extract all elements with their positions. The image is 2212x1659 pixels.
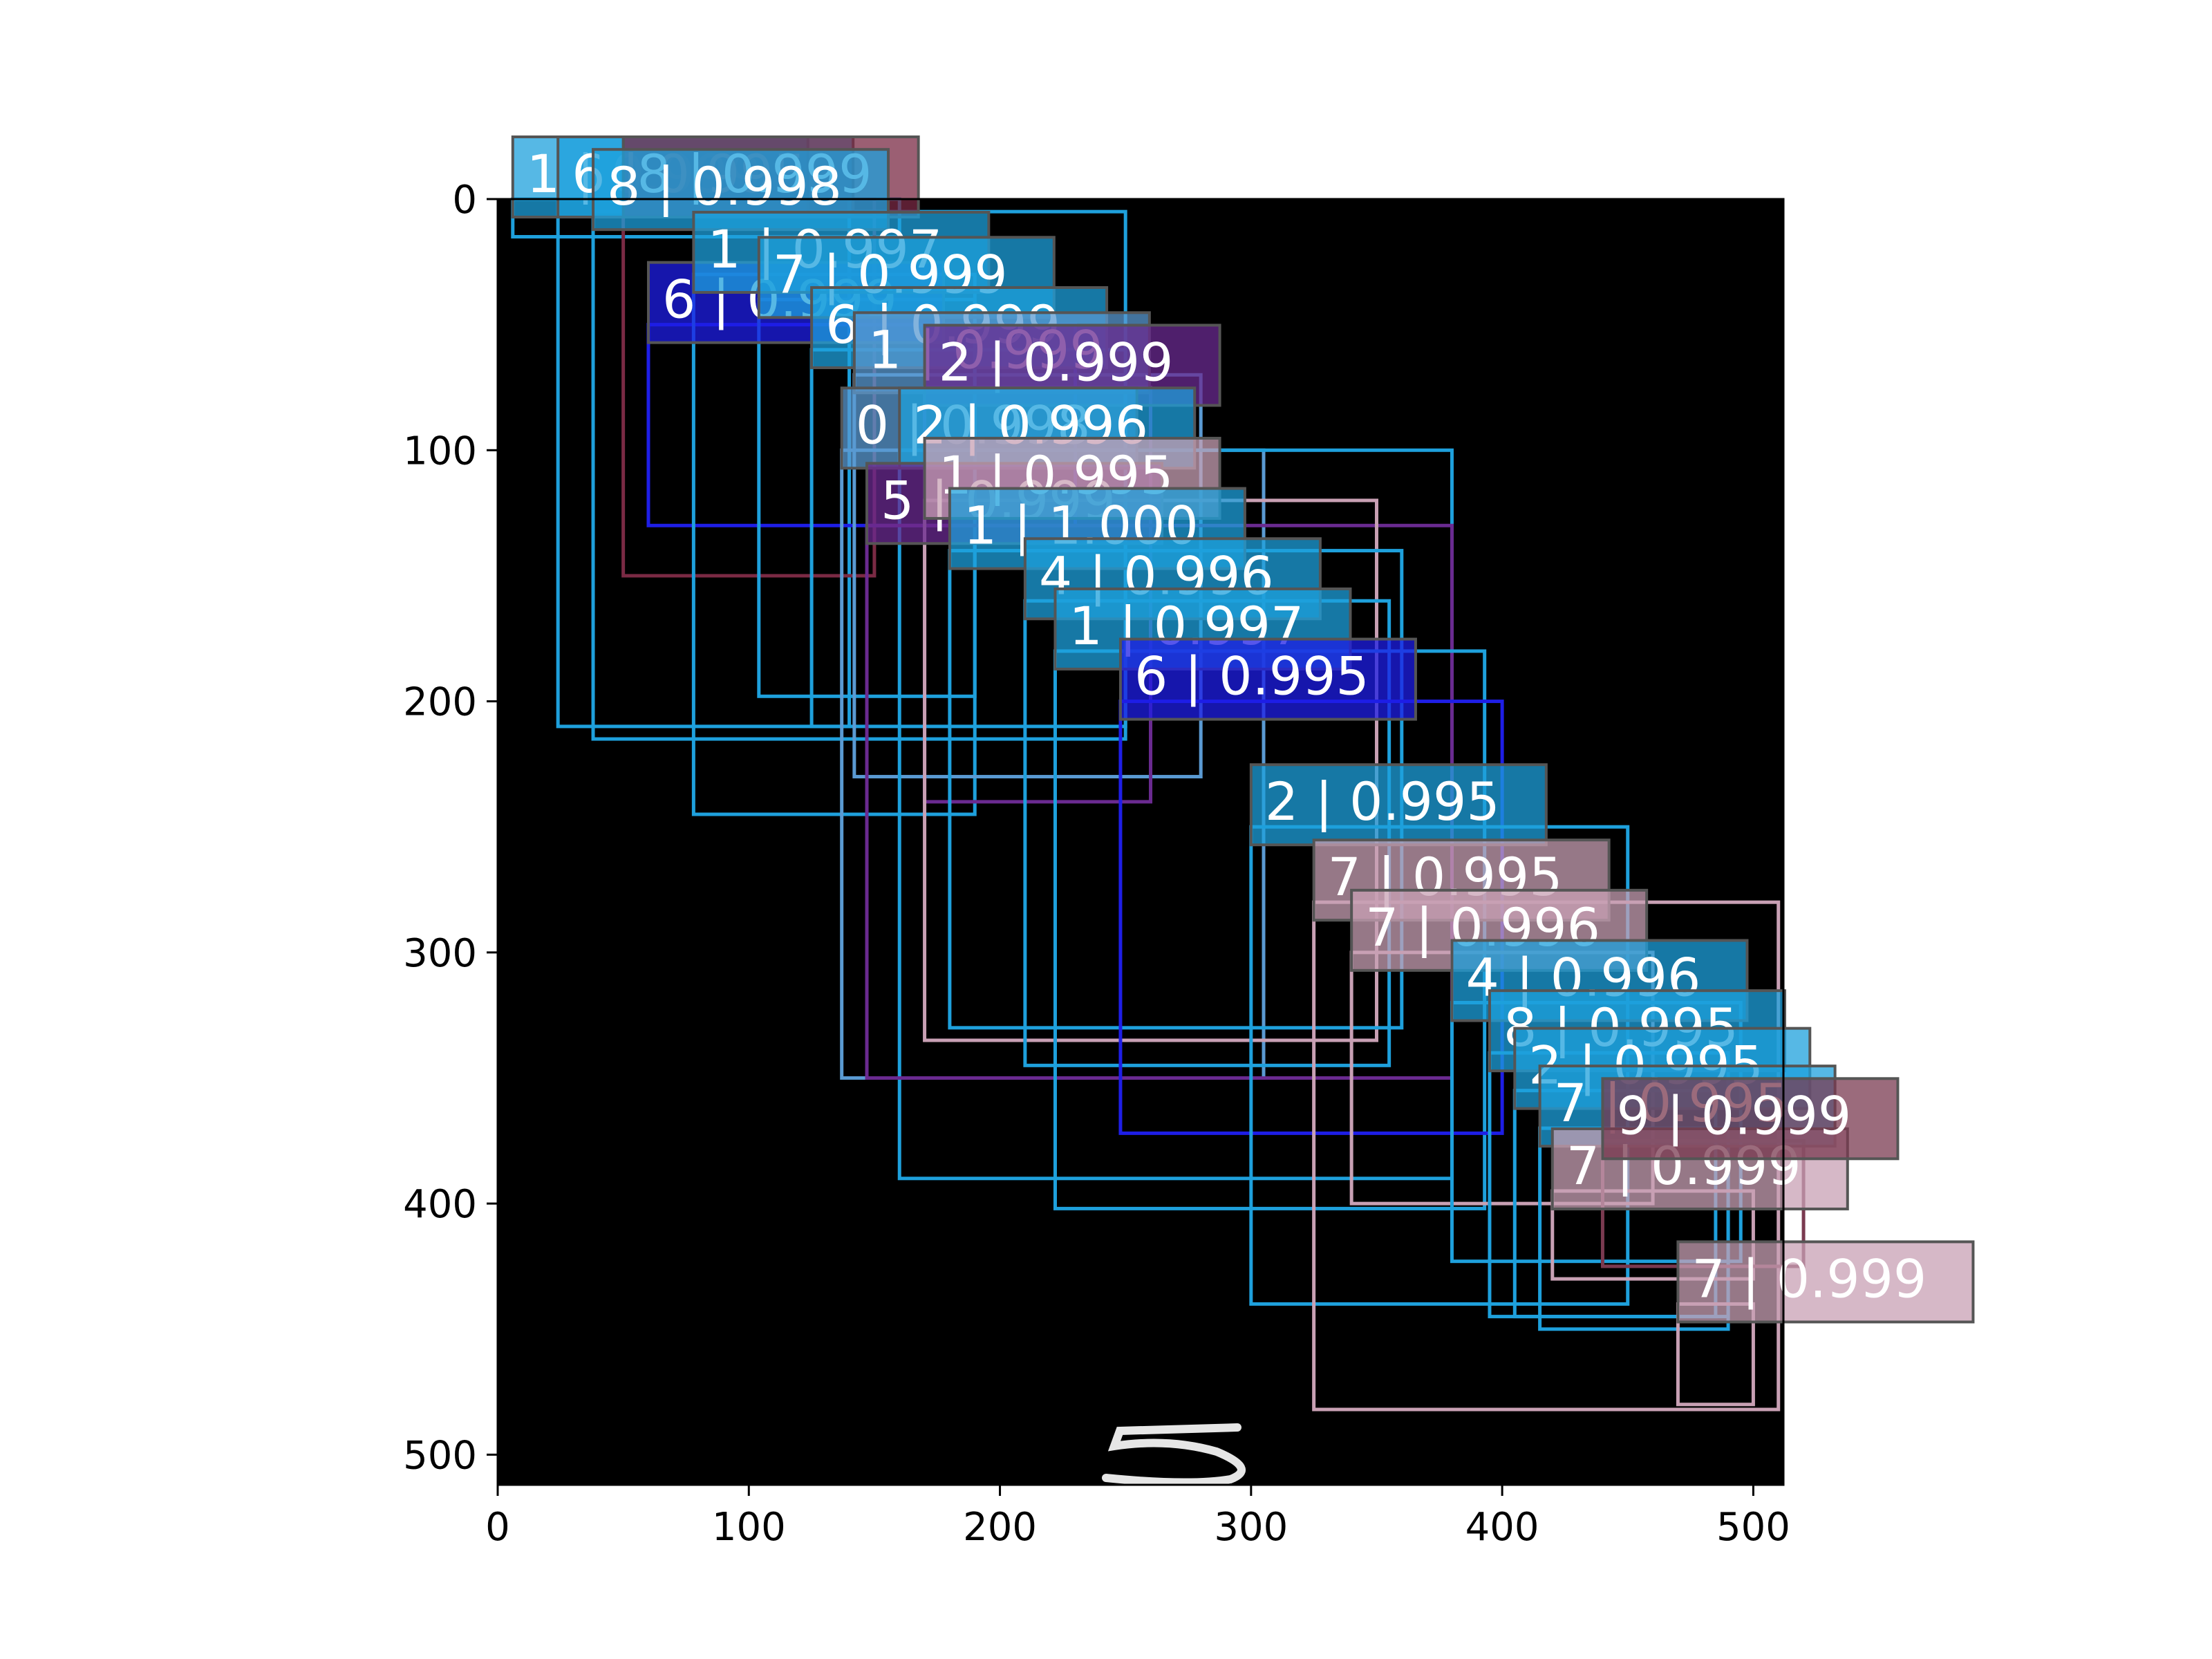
detection-label-text: 2 | 0.995	[1265, 771, 1500, 833]
x-tick-label: 400	[1465, 1505, 1539, 1550]
detection-label-background	[1118, 637, 1417, 721]
y-tick-label: 100	[403, 429, 477, 474]
digit-5-stroke	[1102, 1423, 1246, 1487]
x-tick-label: 300	[1214, 1505, 1288, 1550]
detection-label-text: 7 | 0.999	[1691, 1248, 1927, 1310]
detection-label-text: 2 | 0.999	[939, 331, 1174, 393]
y-tick-label: 0	[452, 178, 477, 223]
x-tick-label: 200	[963, 1505, 1037, 1550]
x-tick-label: 0	[485, 1505, 510, 1550]
detection-label-background	[1676, 1240, 1975, 1324]
y-tick-label: 300	[403, 931, 477, 976]
y-axis: 0 100 200 300 400 500	[403, 178, 498, 1478]
y-tick-label: 400	[403, 1182, 477, 1227]
detection-label: 6 | 0.995	[1118, 637, 1417, 721]
axes-frame	[496, 198, 1785, 1486]
detection-label-text: 6 | 0.995	[1134, 646, 1369, 708]
x-tick-label: 100	[712, 1505, 786, 1550]
y-tick-label: 500	[403, 1433, 477, 1478]
detection-label-text: 8 | 0.998	[607, 156, 842, 218]
y-tick-label: 200	[403, 680, 477, 725]
detection-label: 9 | 0.999	[1601, 1077, 1900, 1161]
detection-label: 2 | 0.995	[1249, 763, 1548, 847]
detection-label-text: 9 | 0.999	[1616, 1085, 1851, 1147]
x-tick-label: 500	[1716, 1505, 1790, 1550]
x-axis: 0 100 200 300 400 500	[485, 1485, 1790, 1550]
detection-label: 7 | 0.999	[1676, 1240, 1975, 1324]
detection-label-background	[1601, 1077, 1900, 1161]
